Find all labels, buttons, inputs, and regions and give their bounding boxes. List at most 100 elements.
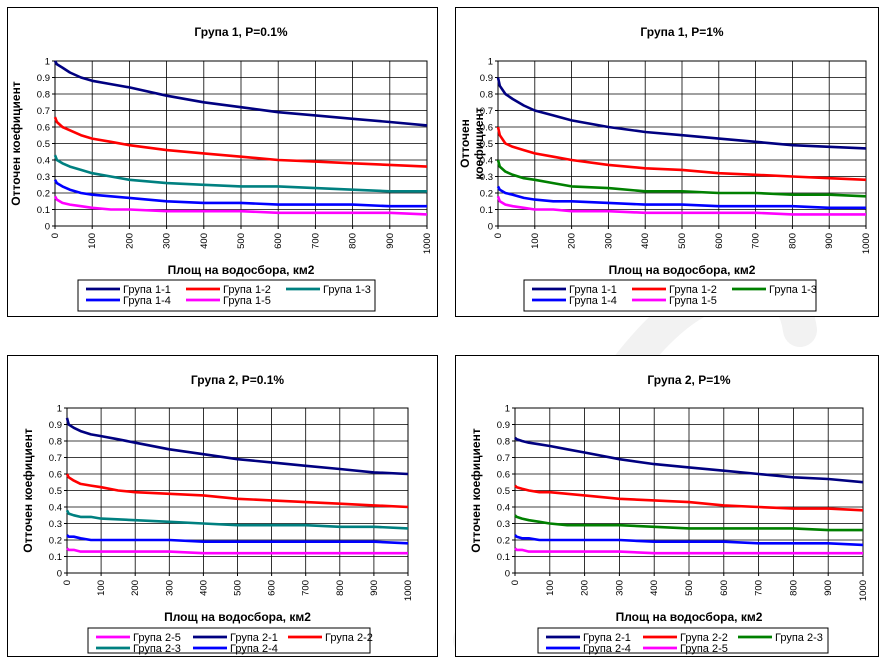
x-tick-label: 300 bbox=[164, 580, 175, 596]
x-tick-label: 500 bbox=[233, 580, 244, 596]
y-axis-label: Отточен коефициент bbox=[9, 81, 23, 206]
x-tick-label: 200 bbox=[130, 580, 141, 596]
series-line-5 bbox=[53, 195, 428, 216]
y-axis-label: Отточен коефициент bbox=[469, 428, 483, 553]
x-tick-label: 900 bbox=[385, 233, 396, 249]
series-line-2 bbox=[514, 484, 864, 512]
legend-label: Група 1-1 bbox=[123, 284, 171, 296]
y-axis-label: Отточен коефициент bbox=[21, 428, 35, 553]
x-tick-label: 900 bbox=[823, 580, 834, 596]
x-tick-label: 500 bbox=[236, 233, 247, 249]
series-line-5 bbox=[66, 534, 409, 545]
y-axis-label-line2: коефициент bbox=[472, 107, 486, 179]
y-tick-label: 0.9 bbox=[37, 73, 50, 84]
series-line-1 bbox=[66, 547, 408, 555]
x-tick-label: 800 bbox=[788, 580, 799, 596]
legend-label: Група 2-5 bbox=[680, 643, 728, 655]
legend-label: Група 1-3 bbox=[323, 284, 371, 296]
chart-panel-group1-p01: Група 1, P=0.1% 0 100 200 300 400 500 600 700 800… bbox=[7, 7, 438, 317]
chart-svg: Група 2, P=0.1% 0 100 200 300 400 500 600 700 800… bbox=[21, 373, 414, 655]
x-tick-label: 100 bbox=[87, 233, 98, 249]
x-tick-label: 900 bbox=[824, 233, 835, 249]
legend-label: Група 2-3 bbox=[133, 643, 181, 655]
x-tick-label: 700 bbox=[751, 233, 762, 249]
y-tick-label: 0.5 bbox=[497, 486, 510, 497]
legend-label: Група 1-4 bbox=[123, 295, 171, 307]
legend-label: Група 1-2 bbox=[669, 284, 717, 296]
x-axis-label: Площ на водосбора, км2 bbox=[616, 610, 763, 624]
y-tick-label: 0.4 bbox=[480, 156, 493, 167]
series-line-3 bbox=[496, 159, 867, 198]
y-tick-label: 0.8 bbox=[37, 90, 50, 101]
x-tick-label: 600 bbox=[267, 580, 278, 596]
y-tick-label: 0.6 bbox=[480, 123, 493, 134]
legend-label: Група 2-4 bbox=[230, 643, 278, 655]
x-tick-label: 100 bbox=[530, 233, 541, 249]
legend-label: Група 2-4 bbox=[583, 643, 631, 655]
y-tick-label: 0.2 bbox=[497, 536, 510, 547]
chart-panel-group2-p1: Група 2, P=1% 0 100 200 300 400 500 600 700 800 90… bbox=[455, 355, 879, 657]
series-line-4 bbox=[514, 534, 864, 547]
y-tick-label: 0.1 bbox=[497, 552, 510, 563]
y-tick-label: 0.5 bbox=[49, 486, 62, 497]
legend-label: Група 1-5 bbox=[669, 295, 717, 307]
chart-panel-group1-p1: Група 1, P=1% 0 100 200 300 400 500 600 700 800 90… bbox=[455, 7, 879, 317]
y-tick-label: 1 bbox=[57, 404, 62, 415]
x-tick-label: 1000 bbox=[861, 233, 872, 254]
y-tick-label: 0.6 bbox=[49, 470, 62, 481]
y-tick-label: 0.9 bbox=[480, 73, 493, 84]
chart-title: Група 2, P=0.1% bbox=[191, 373, 284, 387]
legend-label: Група 2-3 bbox=[775, 632, 823, 644]
y-tick-label: 0.4 bbox=[37, 156, 50, 167]
x-tick-label: 600 bbox=[273, 233, 284, 249]
legend bbox=[537, 627, 829, 654]
legend-label: Група 1-3 bbox=[769, 284, 817, 296]
x-tick-label: 0 bbox=[62, 580, 73, 585]
series-line-5 bbox=[496, 195, 866, 216]
series-line-2 bbox=[65, 417, 409, 476]
chart-title: Група 1, P=0.1% bbox=[194, 25, 287, 39]
series-line-2 bbox=[496, 126, 867, 182]
y-tick-label: 0.7 bbox=[49, 453, 62, 464]
x-tick-label: 200 bbox=[567, 233, 578, 249]
y-tick-label: 0.2 bbox=[49, 536, 62, 547]
y-tick-label: 0.2 bbox=[480, 189, 493, 200]
x-tick-label: 100 bbox=[96, 580, 107, 596]
y-tick-label: 1 bbox=[505, 404, 510, 415]
legend-label: Група 1-2 bbox=[223, 284, 271, 296]
legend bbox=[77, 279, 376, 312]
chart-panel-group2-p01: Група 2, P=0.1% 0 100 200 300 400 500 600 700 800… bbox=[7, 355, 438, 657]
y-tick-label: 0.8 bbox=[49, 437, 62, 448]
y-tick-label: 0.4 bbox=[49, 503, 62, 514]
x-axis-label: Площ на водосбора, км2 bbox=[168, 263, 315, 277]
x-tick-label: 900 bbox=[369, 580, 380, 596]
x-axis-label: Площ на водосбора, км2 bbox=[609, 263, 756, 277]
x-tick-label: 0 bbox=[493, 233, 504, 238]
y-tick-label: 0.6 bbox=[37, 123, 50, 134]
x-tick-label: 400 bbox=[640, 233, 651, 249]
legend-label: Група 1-5 bbox=[223, 295, 271, 307]
legend-label: Група 2-5 bbox=[133, 632, 181, 644]
x-tick-label: 200 bbox=[580, 580, 591, 596]
series-line-3 bbox=[53, 154, 427, 193]
series-line-4 bbox=[496, 185, 866, 210]
x-tick-label: 800 bbox=[335, 580, 346, 596]
x-tick-label: 1000 bbox=[403, 580, 414, 601]
y-tick-label: 0.7 bbox=[497, 453, 510, 464]
legend-label: Група 2-2 bbox=[325, 632, 373, 644]
legend bbox=[523, 279, 817, 312]
y-tick-label: 0.8 bbox=[497, 437, 510, 448]
y-tick-label: 1 bbox=[488, 57, 493, 68]
chart-svg: Група 2, P=1% 0 100 200 300 400 500 600 700 800 90… bbox=[469, 373, 869, 655]
x-tick-label: 400 bbox=[649, 580, 660, 596]
y-tick-label: 0.3 bbox=[37, 172, 50, 183]
y-tick-label: 0.2 bbox=[37, 189, 50, 200]
x-tick-label: 0 bbox=[510, 580, 521, 585]
series-line-2 bbox=[53, 116, 428, 168]
y-axis-label-line1: Отточен bbox=[458, 119, 472, 168]
series-line-1 bbox=[53, 60, 428, 127]
chart-title: Група 2, P=1% bbox=[647, 373, 730, 387]
legend-label: Група 2-1 bbox=[230, 632, 278, 644]
x-tick-label: 400 bbox=[199, 233, 210, 249]
y-tick-label: 0.1 bbox=[480, 205, 493, 216]
